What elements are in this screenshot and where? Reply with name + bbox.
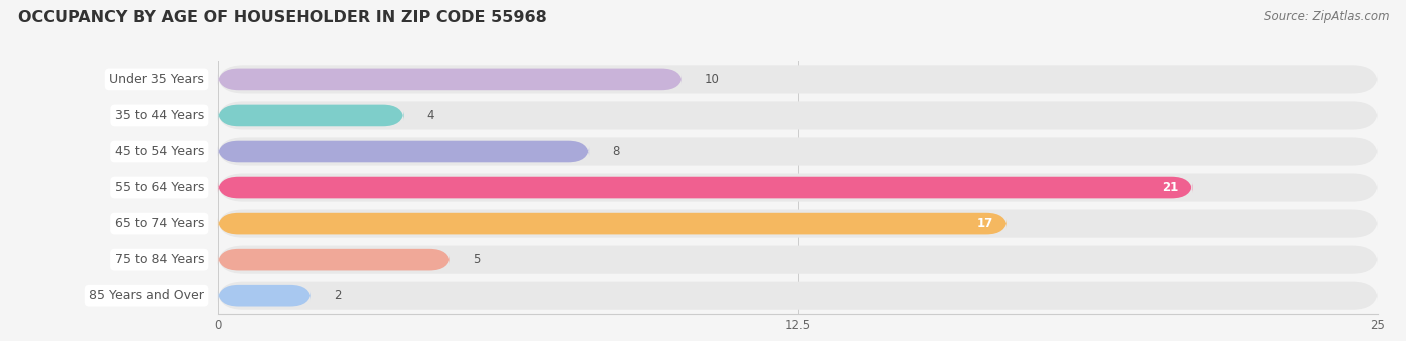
- Text: 65 to 74 Years: 65 to 74 Years: [115, 217, 204, 230]
- FancyBboxPatch shape: [218, 65, 1378, 93]
- FancyBboxPatch shape: [218, 209, 1378, 238]
- FancyBboxPatch shape: [218, 249, 450, 270]
- Text: 45 to 54 Years: 45 to 54 Years: [115, 145, 204, 158]
- FancyBboxPatch shape: [218, 69, 682, 90]
- Text: 35 to 44 Years: 35 to 44 Years: [115, 109, 204, 122]
- FancyBboxPatch shape: [218, 101, 1378, 130]
- FancyBboxPatch shape: [218, 213, 1007, 234]
- Text: 17: 17: [977, 217, 993, 230]
- Text: 55 to 64 Years: 55 to 64 Years: [115, 181, 204, 194]
- Text: 2: 2: [335, 289, 342, 302]
- Text: 75 to 84 Years: 75 to 84 Years: [114, 253, 204, 266]
- FancyBboxPatch shape: [218, 105, 404, 126]
- FancyBboxPatch shape: [218, 137, 1378, 166]
- FancyBboxPatch shape: [218, 177, 1192, 198]
- Text: 21: 21: [1163, 181, 1178, 194]
- Text: 8: 8: [613, 145, 620, 158]
- FancyBboxPatch shape: [218, 246, 1378, 274]
- FancyBboxPatch shape: [218, 141, 589, 162]
- FancyBboxPatch shape: [218, 282, 1378, 310]
- Text: 10: 10: [704, 73, 720, 86]
- Text: 85 Years and Over: 85 Years and Over: [89, 289, 204, 302]
- Text: OCCUPANCY BY AGE OF HOUSEHOLDER IN ZIP CODE 55968: OCCUPANCY BY AGE OF HOUSEHOLDER IN ZIP C…: [18, 10, 547, 25]
- Text: Under 35 Years: Under 35 Years: [110, 73, 204, 86]
- Text: 4: 4: [427, 109, 434, 122]
- Text: 5: 5: [472, 253, 481, 266]
- FancyBboxPatch shape: [218, 285, 311, 307]
- Text: Source: ZipAtlas.com: Source: ZipAtlas.com: [1264, 10, 1389, 23]
- FancyBboxPatch shape: [218, 174, 1378, 202]
